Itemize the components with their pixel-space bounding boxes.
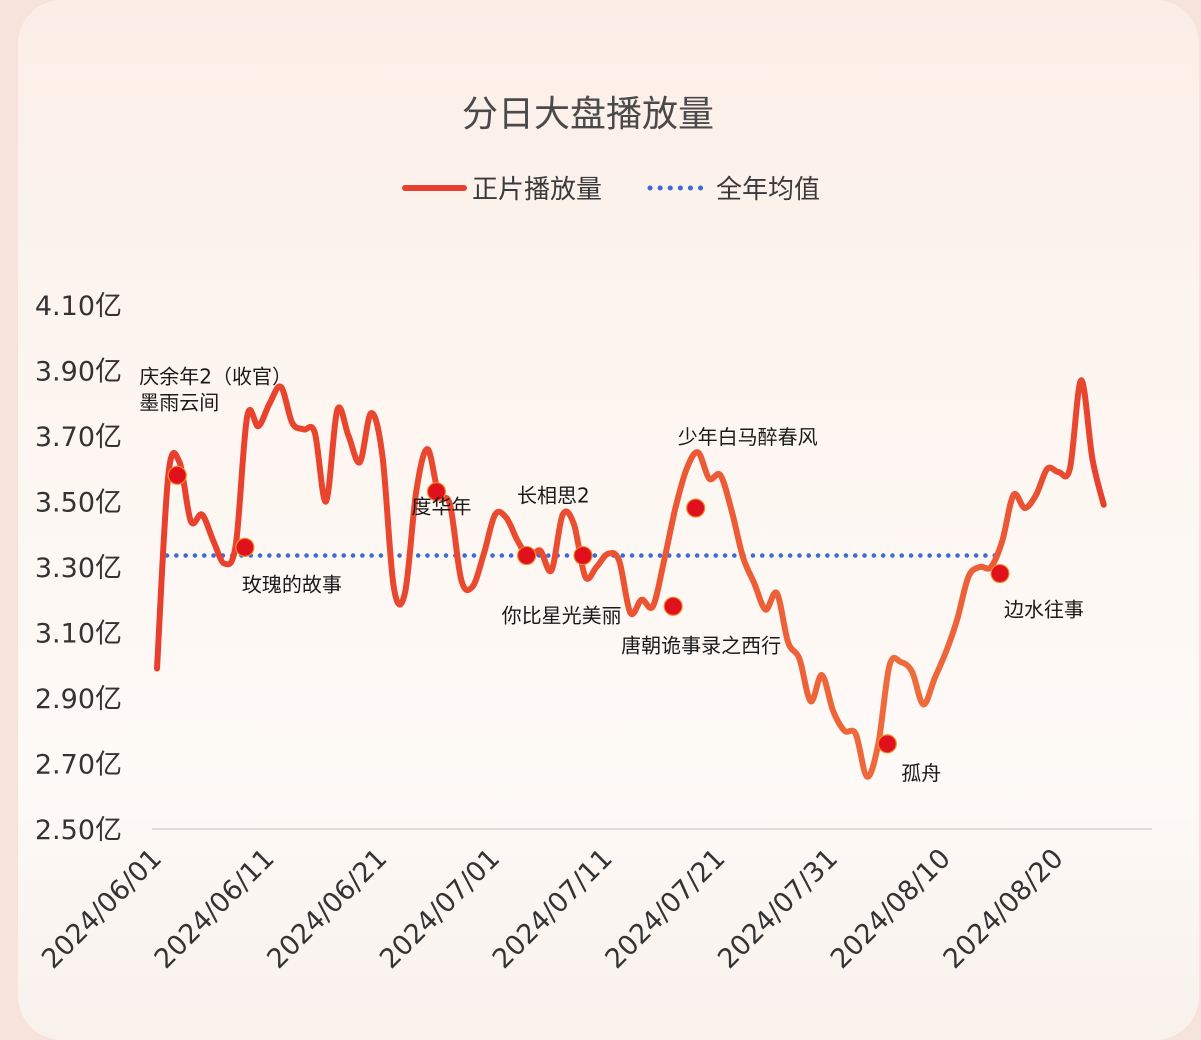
- series-marker[interactable]: [517, 545, 537, 566]
- series-marker[interactable]: [167, 465, 187, 485]
- x-tick-label: 2024/08/20: [938, 843, 1070, 975]
- series-marker[interactable]: [686, 498, 706, 518]
- marker-layer: [167, 465, 1010, 754]
- y-tick-label: 2.90亿: [35, 684, 122, 715]
- chart-card: [18, 0, 1199, 1040]
- chart-title: 分日大盘播放量: [462, 94, 714, 135]
- y-tick-label: 3.30亿: [35, 553, 122, 584]
- y-tick-label: 3.50亿: [35, 488, 122, 519]
- legend-item-average[interactable]: 全年均值: [647, 175, 820, 205]
- series-layer: [154, 377, 1107, 780]
- x-tick-label: 2024/08/10: [825, 843, 957, 975]
- legend-label-series: 正片播放量: [472, 175, 602, 205]
- series-marker[interactable]: [663, 596, 683, 616]
- series-marker[interactable]: [573, 545, 593, 566]
- y-tick-label: 3.70亿: [35, 422, 122, 453]
- legend: 正片播放量 全年均值: [402, 175, 820, 205]
- y-tick-label: 3.10亿: [35, 619, 122, 650]
- legend-label-average: 全年均值: [716, 175, 820, 205]
- x-tick-label: 2024/06/01: [36, 843, 168, 975]
- annotation-label: 唐朝诡事录之西行: [621, 633, 781, 657]
- y-tick-label: 4.10亿: [35, 291, 122, 322]
- x-tick-label: 2024/07/21: [599, 843, 731, 975]
- annotation-label: 你比星光美丽: [502, 604, 622, 628]
- y-axis: 2.50亿 2.70亿 2.90亿 3.10亿 3.30亿 3.50亿 3.70亿 3.90亿…: [35, 291, 122, 846]
- x-tick-label: 2024/07/31: [712, 843, 844, 975]
- x-tick-label: 2024/07/11: [487, 843, 619, 975]
- annotation-label: 孤舟: [901, 761, 941, 785]
- annotation-label: 边水往事: [1004, 598, 1084, 622]
- y-tick-label: 2.50亿: [35, 815, 122, 846]
- annotation-label: 墨雨云间: [139, 390, 219, 414]
- series-marker[interactable]: [235, 537, 255, 557]
- y-tick-label: 2.70亿: [35, 750, 122, 781]
- annotation-label: 度华年: [411, 495, 471, 519]
- x-tick-label: 2024/06/11: [149, 843, 281, 975]
- series-line: [154, 377, 1107, 780]
- legend-item-series[interactable]: 正片播放量: [402, 175, 602, 205]
- x-axis: 2024/06/012024/06/112024/06/212024/07/01…: [36, 843, 1070, 975]
- series-marker[interactable]: [990, 563, 1010, 584]
- annotation-label: 玫瑰的故事: [242, 572, 342, 596]
- annotation-label: 长相思2: [517, 484, 590, 508]
- x-tick-label: 2024/06/21: [261, 843, 393, 975]
- annotation-label: 少年白马醉春风: [678, 425, 818, 449]
- series-marker[interactable]: [426, 482, 447, 502]
- x-tick-label: 2024/07/01: [374, 843, 506, 975]
- y-tick-label: 3.90亿: [35, 357, 122, 388]
- annotation-label: 庆余年2（收官）: [139, 364, 292, 388]
- series-marker[interactable]: [877, 734, 897, 754]
